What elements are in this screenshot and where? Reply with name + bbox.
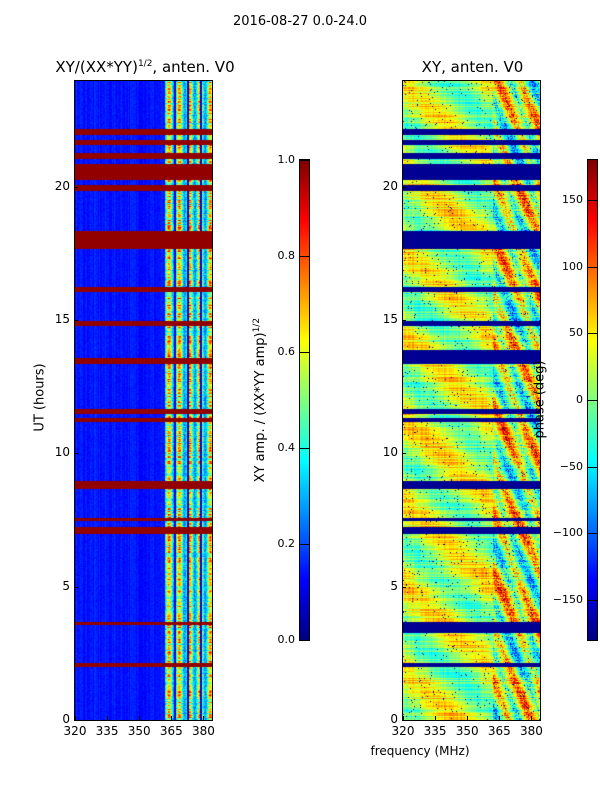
left-ylabel: UT (hours) bbox=[32, 363, 48, 432]
colorbar-tick-mark bbox=[587, 333, 598, 335]
ytick-mark bbox=[74, 320, 78, 321]
colorbar-tick-mark bbox=[587, 533, 598, 535]
colorbar-tick-label: 0.2 bbox=[277, 537, 296, 550]
colorbar-tick-mark bbox=[587, 200, 598, 201]
ytick-mark bbox=[74, 720, 78, 721]
xtick-label: 320 bbox=[391, 724, 415, 738]
xtick-label: 335 bbox=[423, 724, 447, 738]
colorbar-tick-mark bbox=[299, 256, 310, 257]
colorbar-tick-label: 0.0 bbox=[277, 633, 296, 646]
ytick-label: 20 bbox=[382, 178, 398, 193]
ytick-mark bbox=[74, 186, 78, 188]
xtick-mark bbox=[203, 716, 205, 720]
colorbar-tick-label: −100 bbox=[552, 526, 583, 540]
colorbar-tick-label: −150 bbox=[552, 593, 583, 606]
colorbar-tick-label: −50 bbox=[559, 459, 583, 473]
ytick-mark bbox=[74, 453, 78, 455]
colorbar-tick-mark bbox=[587, 400, 598, 401]
colorbar-tick-mark bbox=[299, 352, 310, 353]
xtick-mark bbox=[467, 716, 469, 720]
x-axis-label: frequency (MHz) bbox=[370, 744, 470, 758]
xtick-label: 380 bbox=[191, 724, 215, 738]
colorbar-tick-label: 0 bbox=[576, 393, 583, 406]
xtick-label: 350 bbox=[455, 724, 479, 738]
xtick-label: 380 bbox=[519, 724, 543, 738]
xtick-label: 365 bbox=[159, 724, 183, 738]
ytick-mark bbox=[402, 320, 406, 321]
left-heatmap-axes bbox=[74, 80, 213, 721]
ytick-label: 5 bbox=[390, 578, 398, 593]
ytick-mark bbox=[402, 453, 406, 455]
xtick-mark bbox=[107, 716, 109, 720]
ytick-mark bbox=[402, 720, 406, 721]
ytick-mark bbox=[402, 586, 406, 588]
xtick-label: 365 bbox=[487, 724, 511, 738]
amp-colorbar-label: XY amp. / (XX*YY amp)1/2 bbox=[252, 300, 268, 500]
ytick-mark bbox=[402, 186, 406, 188]
colorbar-tick-label: 0.8 bbox=[277, 249, 296, 262]
right-plot-title: XY, anten. V0 bbox=[421, 58, 524, 76]
ytick-label: 15 bbox=[54, 312, 70, 326]
left-plot-title: XY/(XX*YY)1/2, anten. V0 bbox=[40, 58, 250, 76]
xtick-mark bbox=[499, 716, 501, 720]
xtick-mark bbox=[139, 716, 141, 720]
xtick-mark bbox=[75, 716, 76, 720]
colorbar-tick-label: 1.0 bbox=[277, 153, 296, 166]
ytick-label: 10 bbox=[54, 445, 70, 460]
ytick-label: 10 bbox=[382, 445, 398, 460]
colorbar-tick-label: 150 bbox=[562, 193, 583, 206]
figure-suptitle: 2016-08-27 0.0-24.0 bbox=[233, 14, 367, 29]
left-title-suffix: , anten. V0 bbox=[152, 58, 235, 76]
left-heatmap bbox=[75, 81, 212, 720]
xtick-label: 320 bbox=[63, 724, 87, 738]
amp-colorbar-gradient bbox=[300, 160, 309, 640]
colorbar-tick-mark bbox=[299, 160, 310, 161]
ytick-label: 0 bbox=[390, 712, 398, 726]
xtick-mark bbox=[531, 716, 533, 720]
colorbar-tick-label: 100 bbox=[562, 259, 583, 273]
left-title-text: XY/(XX*YY) bbox=[55, 58, 138, 76]
colorbar-tick-label: 50 bbox=[569, 326, 583, 340]
colorbar-tick-label: 0.4 bbox=[277, 441, 296, 454]
right-heatmap bbox=[403, 81, 540, 720]
left-title-sup: 1/2 bbox=[137, 59, 153, 69]
xtick-label: 350 bbox=[127, 724, 151, 738]
ytick-label: 20 bbox=[54, 178, 70, 193]
ytick-label: 5 bbox=[62, 578, 70, 593]
amp-colorbar-label-sup: 1/2 bbox=[251, 317, 262, 333]
colorbar-tick-mark bbox=[587, 266, 598, 268]
colorbar-tick-mark bbox=[587, 600, 598, 601]
amp-colorbar bbox=[299, 159, 310, 641]
xtick-mark bbox=[171, 716, 173, 720]
ytick-label: 0 bbox=[62, 712, 70, 726]
ytick-label: 15 bbox=[382, 312, 398, 326]
xtick-mark bbox=[435, 716, 437, 720]
colorbar-tick-mark bbox=[587, 466, 598, 468]
colorbar-tick-label: 0.6 bbox=[277, 345, 296, 358]
xtick-label: 335 bbox=[95, 724, 119, 738]
right-heatmap-axes bbox=[402, 80, 541, 721]
colorbar-tick-mark bbox=[299, 544, 310, 545]
xtick-mark bbox=[403, 716, 404, 720]
colorbar-tick-mark bbox=[299, 448, 310, 449]
ytick-mark bbox=[74, 586, 78, 588]
colorbar-tick-mark bbox=[299, 640, 310, 641]
